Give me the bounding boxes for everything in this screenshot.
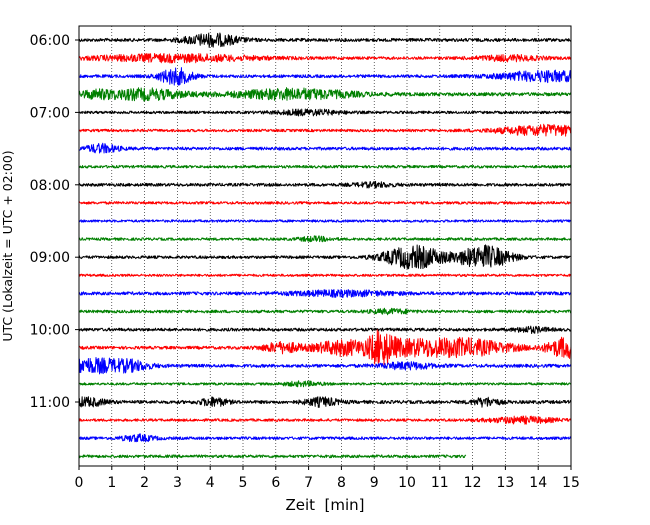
axes-frame: [78, 25, 572, 467]
trace-0845: [78, 235, 572, 243]
y-axis-label: UTC (Lokalzeit = UTC + 02:00): [0, 150, 15, 341]
trace-1100: [78, 396, 572, 408]
x-tick-label: 9: [370, 475, 379, 491]
trace-1130: [78, 433, 572, 443]
trace-1000: [78, 325, 572, 335]
x-tick-label: 11: [431, 475, 449, 491]
x-axis-label: Zeit [min]: [285, 496, 364, 514]
trace-0830: [78, 219, 572, 223]
grid-layer: [111, 26, 539, 466]
trace-0715: [78, 123, 572, 137]
x-tick-label: 2: [140, 475, 149, 491]
trace-1015: [78, 329, 572, 365]
trace-0615: [78, 53, 572, 64]
y-tick-label: 11:00: [30, 395, 70, 411]
trace-1115: [78, 415, 572, 425]
y-tick-label: 06:00: [30, 33, 70, 49]
trace-0730: [78, 142, 572, 154]
y-tick-label: 09:00: [30, 250, 70, 266]
trace-0915: [78, 273, 572, 277]
x-tick-label: 7: [304, 475, 313, 491]
x-tick-label: 3: [173, 475, 182, 491]
trace-0800: [78, 180, 572, 189]
trace-layer: [78, 32, 572, 459]
trace-0745: [78, 164, 572, 169]
x-tick-label: 13: [496, 475, 514, 491]
x-tick-label: 15: [562, 475, 580, 491]
x-tick-label: 12: [464, 475, 482, 491]
trace-1030: [78, 357, 572, 375]
trace-0930: [78, 288, 572, 298]
trace-1045: [78, 380, 572, 388]
x-tick-label: 5: [239, 475, 248, 491]
y-axis-ticks: 06:00 07:00 08:00 09:00 10:00 11:00: [30, 33, 79, 411]
trace-0815: [78, 201, 572, 205]
x-tick-label: 14: [529, 475, 547, 491]
trace-0630: [78, 67, 572, 86]
trace-1145: [78, 454, 467, 459]
x-tick-label: 0: [75, 475, 84, 491]
y-tick-label: 10:00: [30, 323, 70, 339]
y-tick-label: 08:00: [30, 178, 70, 194]
x-tick-label: 10: [398, 475, 416, 491]
x-tick-label: 8: [337, 475, 346, 491]
trace-0700: [78, 108, 572, 117]
x-tick-label: 6: [271, 475, 280, 491]
x-tick-label: 1: [107, 475, 116, 491]
x-tick-label: 4: [206, 475, 215, 491]
trace-0600: [78, 32, 572, 48]
trace-0945: [78, 307, 572, 316]
x-axis-ticks: 0 1 2 3 4 5 6 7 8 9 10 11 12 13 14 15: [75, 466, 580, 491]
trace-0645: [78, 87, 572, 102]
y-tick-label: 07:00: [30, 105, 70, 121]
trace-0900: [78, 244, 572, 270]
